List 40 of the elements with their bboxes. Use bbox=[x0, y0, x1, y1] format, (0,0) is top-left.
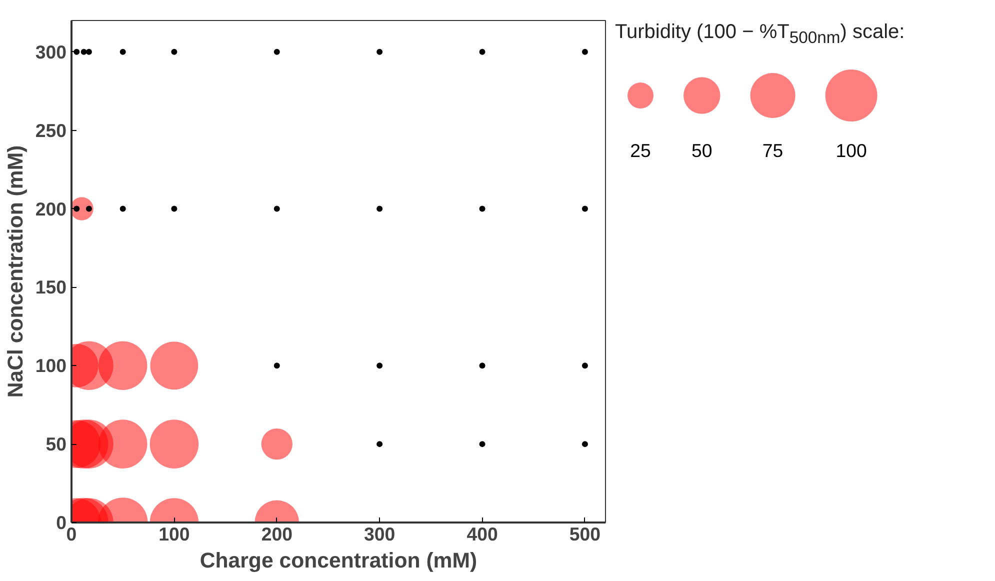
legend-label: 50 bbox=[692, 140, 712, 161]
point bbox=[86, 48, 92, 55]
y-axis-title: NaCl concentration (mM) bbox=[3, 145, 28, 398]
point bbox=[479, 441, 486, 448]
point bbox=[376, 48, 383, 55]
point bbox=[376, 362, 383, 369]
point bbox=[479, 362, 486, 369]
legend-label: 100 bbox=[836, 140, 867, 161]
point bbox=[274, 48, 280, 55]
point bbox=[582, 362, 588, 369]
x-tick-label: 500 bbox=[569, 524, 601, 544]
point bbox=[120, 206, 126, 212]
x-axis-title: Charge concentration (mM) bbox=[200, 548, 478, 572]
point bbox=[120, 48, 126, 55]
y-tick-label: 100 bbox=[35, 355, 67, 376]
point bbox=[582, 206, 588, 212]
y-tick-label: 50 bbox=[46, 434, 67, 455]
y-tick-label: 150 bbox=[35, 276, 67, 298]
point bbox=[274, 206, 280, 212]
point bbox=[171, 48, 178, 55]
x-tick-label: 200 bbox=[261, 524, 292, 544]
point bbox=[80, 48, 87, 55]
x-tick-label: 400 bbox=[466, 524, 498, 544]
point bbox=[376, 441, 383, 448]
y-tick-label: 300 bbox=[35, 41, 67, 62]
legend-label: 75 bbox=[762, 140, 784, 161]
point bbox=[479, 206, 486, 212]
x-tick-label: 300 bbox=[364, 524, 396, 544]
point bbox=[86, 206, 92, 212]
legend-title: Turbidity (100 − %T$_{500nm}$) scale: bbox=[615, 20, 905, 49]
legend-label: 25 bbox=[630, 140, 651, 161]
point bbox=[582, 441, 588, 448]
point bbox=[171, 206, 178, 212]
x-tick-label: 100 bbox=[158, 524, 190, 544]
y-tick-label: 200 bbox=[35, 198, 67, 220]
point bbox=[376, 206, 383, 212]
point bbox=[274, 362, 280, 369]
point bbox=[479, 48, 486, 55]
point bbox=[582, 48, 588, 55]
y-tick-label: 250 bbox=[35, 120, 67, 141]
